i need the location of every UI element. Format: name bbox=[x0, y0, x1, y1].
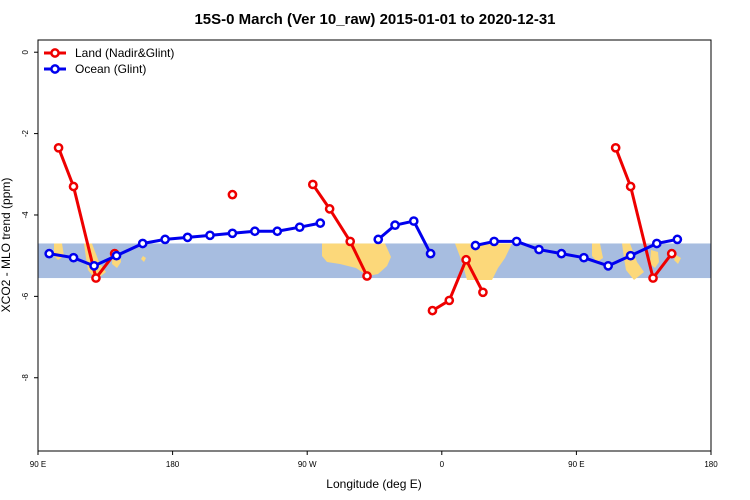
legend-label-land: Land (Nadir&Glint) bbox=[75, 46, 174, 60]
data-point bbox=[227, 228, 238, 239]
x-axis: 90 E 180 90 W 0 90 E 180 bbox=[30, 451, 718, 469]
data-point bbox=[603, 260, 614, 271]
series-1 bbox=[44, 216, 683, 271]
series-line bbox=[614, 147, 673, 280]
data-point bbox=[478, 287, 488, 298]
legend-item-ocean: Ocean (Glint) bbox=[44, 62, 146, 76]
data-point bbox=[444, 295, 455, 306]
x-tick-label: 90 W bbox=[298, 460, 317, 469]
x-tick-label: 180 bbox=[166, 460, 180, 469]
data-point bbox=[625, 250, 636, 261]
legend-label-ocean: Ocean (Glint) bbox=[75, 62, 146, 76]
data-point bbox=[227, 189, 238, 200]
data-point bbox=[373, 234, 384, 245]
land-mass bbox=[650, 250, 659, 268]
series-0 bbox=[53, 142, 677, 316]
series-line bbox=[57, 147, 116, 280]
data-point bbox=[324, 204, 335, 214]
series-line bbox=[311, 183, 369, 277]
data-point bbox=[137, 238, 148, 249]
data-point bbox=[160, 234, 170, 245]
data-point bbox=[68, 252, 79, 263]
land-mass bbox=[674, 255, 681, 264]
x-tick-label: 90 E bbox=[30, 460, 46, 469]
y-tick-label: -8 bbox=[21, 374, 30, 382]
legend-marker-land bbox=[50, 48, 60, 58]
chart-title: 15S-0 March (Ver 10_raw) 2015-01-01 to 2… bbox=[194, 11, 555, 28]
data-point bbox=[625, 181, 636, 192]
data-point bbox=[111, 250, 122, 261]
y-tick-label: -4 bbox=[21, 211, 30, 219]
land-mass bbox=[455, 243, 512, 280]
data-point bbox=[182, 232, 193, 243]
series-line bbox=[431, 258, 485, 312]
y-axis: 0 -2 -4 -6 -8 bbox=[21, 49, 38, 381]
legend: Land (Nadir&Glint) Ocean (Glint) bbox=[44, 46, 174, 76]
series-line bbox=[475, 237, 678, 268]
data-point bbox=[408, 216, 419, 226]
data-point bbox=[511, 236, 522, 247]
data-point bbox=[461, 254, 471, 265]
legend-item-land: Land (Nadir&Glint) bbox=[44, 46, 174, 60]
data-point bbox=[672, 234, 683, 245]
x-tick-label: 90 E bbox=[568, 460, 584, 469]
land-mass bbox=[322, 243, 391, 276]
y-tick-label: -2 bbox=[21, 129, 30, 137]
data-point bbox=[68, 181, 79, 192]
data-point bbox=[53, 142, 64, 153]
data-point bbox=[307, 179, 318, 190]
land-mass bbox=[592, 243, 603, 262]
y-tick-label: -6 bbox=[21, 292, 30, 300]
data-point bbox=[470, 240, 481, 251]
data-point bbox=[427, 305, 438, 316]
data-point bbox=[610, 142, 621, 153]
data-point bbox=[648, 273, 658, 283]
data-point bbox=[89, 260, 99, 271]
data-point bbox=[44, 248, 55, 259]
data-point bbox=[534, 244, 544, 255]
data-point bbox=[651, 238, 662, 249]
data-point bbox=[91, 273, 101, 283]
land-mass bbox=[141, 256, 146, 262]
plot-frame bbox=[37, 39, 712, 452]
series-layer bbox=[44, 142, 683, 316]
data-point bbox=[489, 236, 499, 247]
data-point bbox=[579, 252, 589, 263]
data-point bbox=[205, 230, 215, 241]
data-point bbox=[425, 248, 436, 259]
data-point bbox=[362, 271, 372, 281]
data-point bbox=[666, 248, 677, 259]
data-point bbox=[315, 218, 326, 228]
x-tick-label: 180 bbox=[704, 460, 718, 469]
x-axis-label: Longitude (deg E) bbox=[326, 477, 421, 491]
y-axis-label: XCO2 - MLO trend (ppm) bbox=[0, 178, 13, 313]
data-point bbox=[390, 220, 400, 231]
y-tick-label: 0 bbox=[21, 49, 30, 54]
data-point bbox=[556, 248, 567, 259]
series-line bbox=[377, 219, 432, 255]
legend-marker-ocean bbox=[50, 64, 60, 74]
data-point bbox=[250, 226, 260, 237]
data-point bbox=[345, 236, 356, 247]
data-point bbox=[272, 226, 283, 237]
data-point bbox=[294, 222, 305, 233]
x-tick-label: 0 bbox=[440, 460, 445, 469]
